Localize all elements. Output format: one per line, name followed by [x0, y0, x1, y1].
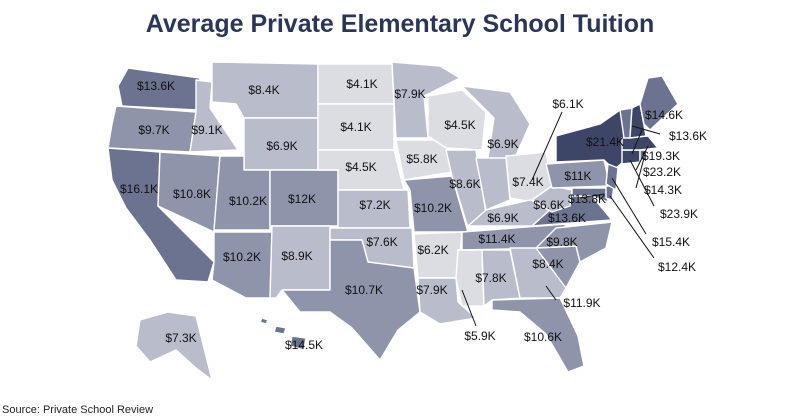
label-NY: $21.4K	[586, 135, 624, 149]
label-NE: $4.5K	[345, 160, 376, 174]
state-WI[interactable]	[427, 89, 487, 151]
label-AL: $7.8K	[475, 271, 506, 285]
label-PA: $11K	[564, 169, 591, 183]
label-LA: $7.9K	[416, 283, 447, 297]
label-TN: $11.4K	[478, 232, 515, 246]
label-WA: $13.6K	[137, 79, 175, 93]
leader-NJ	[611, 177, 647, 235]
label-WI: $4.5K	[444, 118, 475, 132]
state-shapes	[107, 61, 679, 381]
state-MD[interactable]	[571, 187, 609, 203]
label-IA: $5.8K	[406, 152, 437, 166]
state-AK[interactable]	[135, 311, 213, 381]
label-TX: $10.7K	[345, 283, 383, 297]
source-note: Source: Private School Review	[2, 404, 154, 416]
leader-SC	[545, 285, 557, 301]
state-OR[interactable]	[107, 105, 197, 153]
state-MO[interactable]	[403, 175, 469, 233]
label-MO: $10.2K	[414, 201, 452, 215]
leader-MD	[579, 193, 605, 199]
label-NH: $19.3K	[642, 149, 680, 163]
leader-lines	[461, 111, 661, 327]
label-NC: $9.8K	[546, 235, 577, 249]
map-title: Average Private Elementary School Tuitio…	[145, 10, 655, 38]
label-VT: $13.6K	[669, 129, 707, 143]
state-ME[interactable]	[639, 75, 679, 131]
label-MI: $6.9K	[487, 137, 518, 151]
state-MN[interactable]	[391, 61, 461, 139]
label-MT: $8.4K	[248, 83, 279, 97]
label-AZ: $10.2K	[223, 250, 261, 264]
label-OH: $6.1K	[552, 97, 583, 111]
label-IL: $8.6K	[449, 177, 480, 191]
label-ME: $14.6K	[645, 108, 683, 122]
state-NC[interactable]	[535, 221, 613, 263]
label-KS: $7.2K	[359, 198, 390, 212]
label-ND: $4.1K	[346, 77, 377, 91]
label-AR: $6.2K	[417, 243, 448, 257]
label-MD: $13.8K	[568, 192, 606, 206]
state-GA[interactable]	[509, 247, 567, 299]
label-NV: $10.8K	[173, 187, 211, 201]
state-NH[interactable]	[629, 103, 647, 139]
label-HI: $14.5K	[285, 338, 323, 352]
state-HI[interactable]	[259, 317, 307, 351]
state-WA[interactable]	[117, 67, 201, 111]
label-FL: $10.6K	[524, 330, 562, 344]
state-WV[interactable]	[531, 185, 573, 213]
label-NM: $8.9K	[281, 249, 312, 263]
leader-DE	[609, 195, 655, 259]
label-MS: $5.9K	[464, 329, 495, 343]
label-IN: $7.4K	[512, 175, 543, 189]
leader-VT	[631, 125, 661, 135]
label-MN: $7.9K	[394, 87, 425, 101]
label-WV: $6.6K	[533, 198, 564, 212]
label-UT: $10.2K	[229, 194, 267, 208]
label-ID: $9.1K	[191, 123, 222, 137]
label-SC: $11.9K	[563, 296, 600, 310]
state-AZ[interactable]	[211, 231, 273, 299]
state-IN[interactable]	[475, 157, 511, 211]
leader-OH	[531, 111, 563, 181]
label-NJ: $15.4K	[652, 235, 690, 249]
leader-RI	[635, 157, 645, 189]
state-TX[interactable]	[281, 239, 421, 361]
label-CO: $12K	[288, 192, 316, 206]
label-AK: $7.3K	[165, 331, 196, 345]
label-WY: $6.9K	[266, 139, 297, 153]
label-CT: $23.9K	[660, 207, 698, 221]
label-OK: $7.6K	[366, 235, 397, 249]
label-KY: $6.9K	[487, 211, 518, 225]
label-RI: $14.3K	[644, 183, 682, 197]
state-labels: $13.6K $9.7K $16.1K $10.8K $9.1K $8.4K $…	[120, 77, 707, 352]
label-SD: $4.1K	[340, 120, 371, 134]
label-CA: $16.1K	[120, 182, 158, 196]
state-FL[interactable]	[491, 297, 585, 373]
leader-MS	[461, 289, 477, 327]
label-DE: $12.4K	[658, 260, 696, 274]
label-OR: $9.7K	[138, 123, 169, 137]
leader-CT	[629, 159, 655, 207]
label-GA: $8.4K	[532, 257, 563, 271]
leader-NH	[631, 129, 643, 155]
label-VA: $13.6K	[548, 211, 586, 225]
leader-MA	[635, 145, 649, 171]
label-MA: $23.2K	[643, 165, 681, 179]
